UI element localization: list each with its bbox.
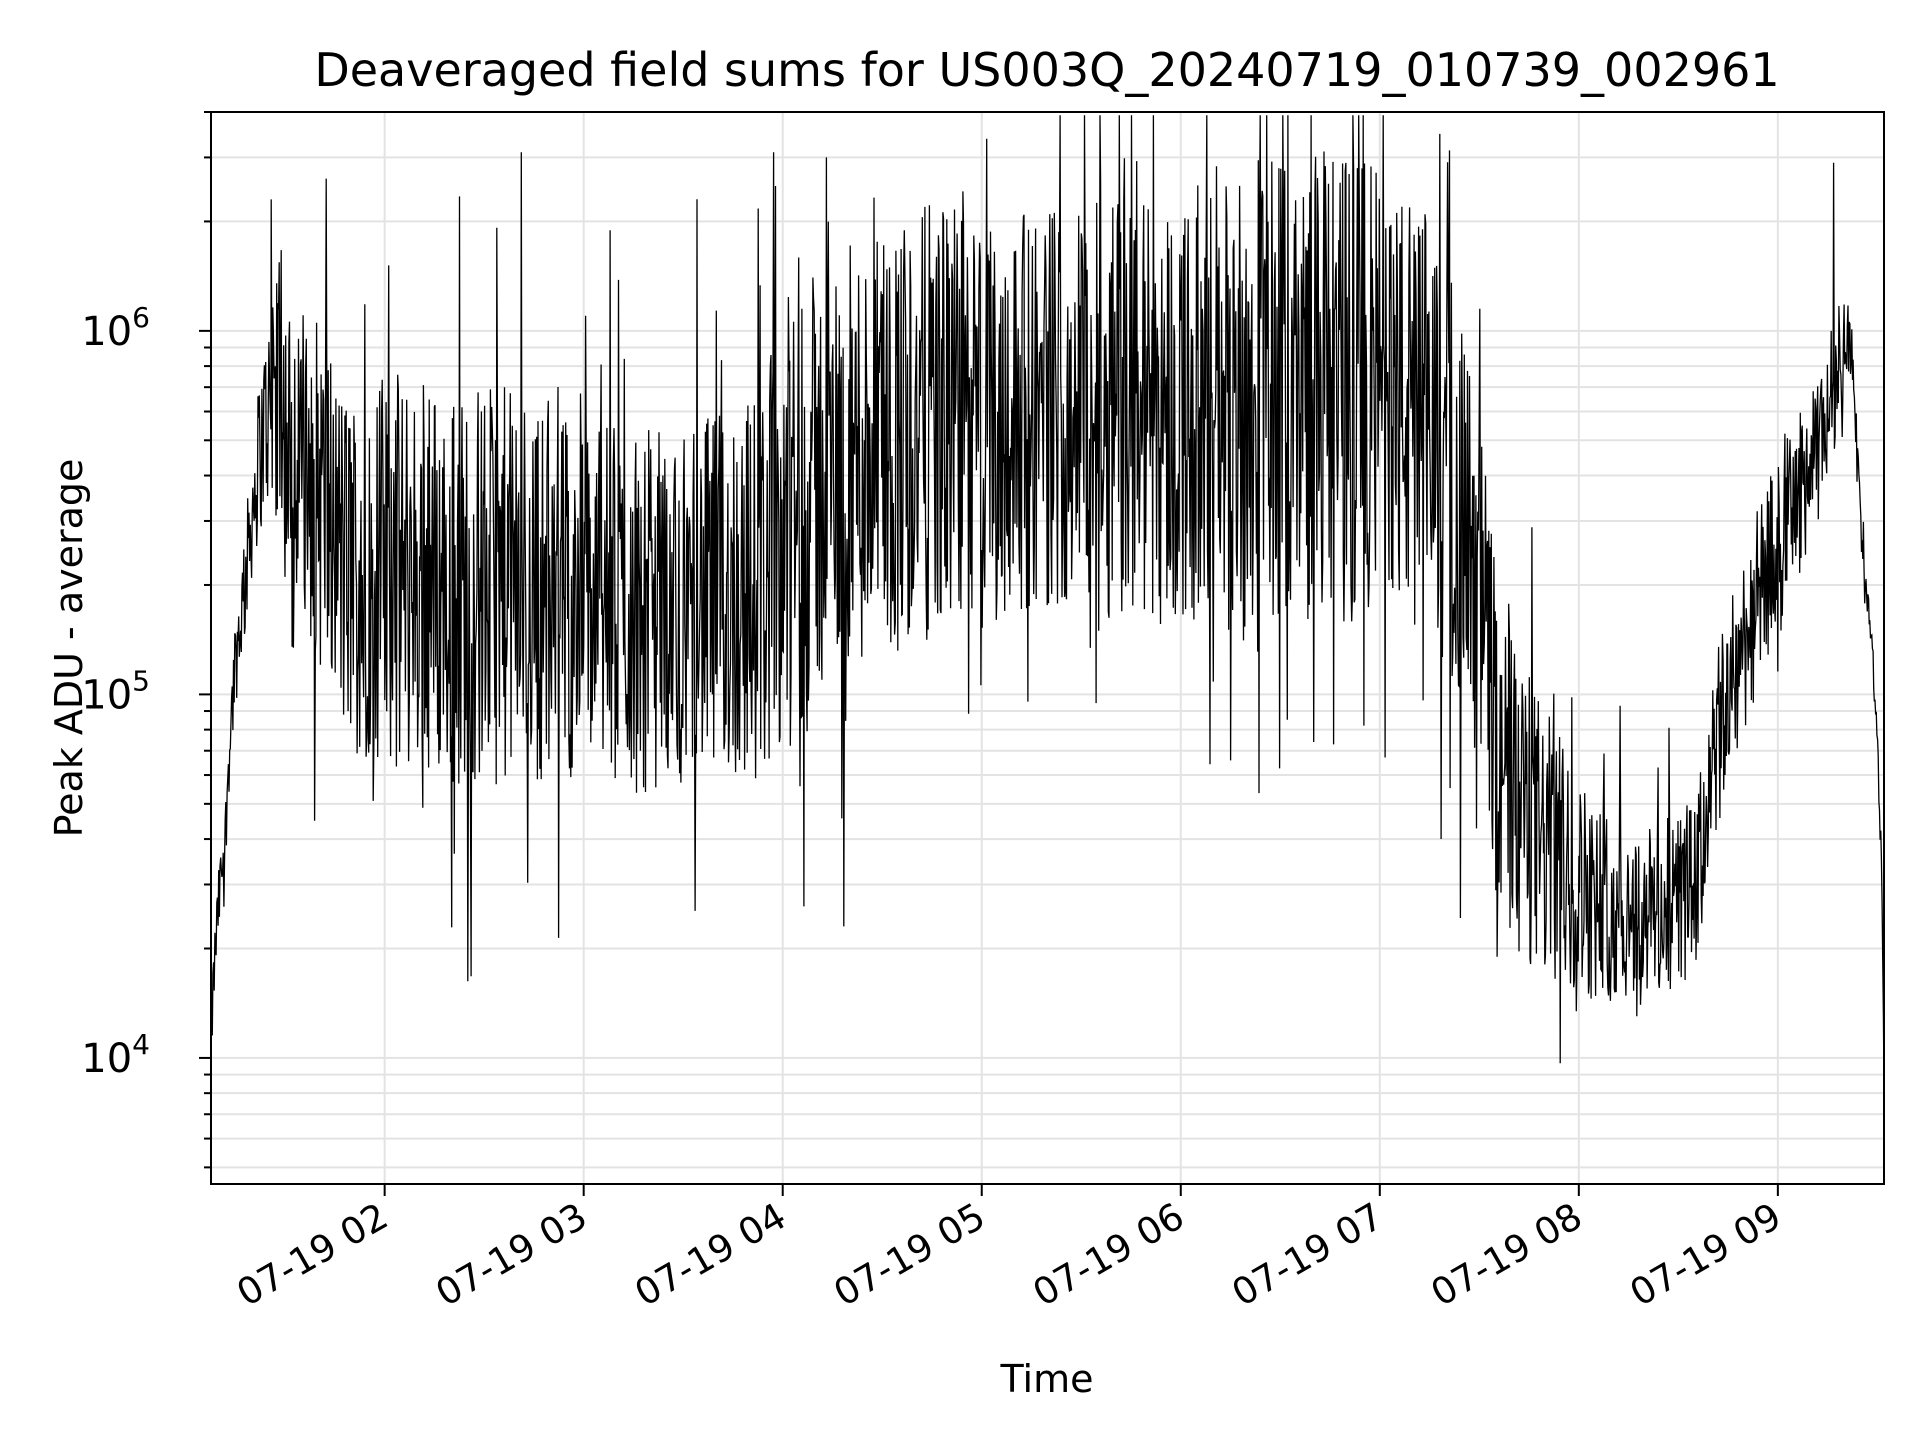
y-axis-label: Peak ADU - average <box>47 459 91 838</box>
y-axis-ticks: 104 105 106 <box>81 111 211 1169</box>
y-tick-label: 105 <box>81 664 150 718</box>
y-tick-label: 104 <box>81 1028 150 1082</box>
plot-frame <box>210 111 1885 1185</box>
x-axis-label: Time <box>1000 1357 1094 1401</box>
series-line-group <box>210 115 1885 1091</box>
chart-title: Deaveraged field sums for US003Q_2024071… <box>314 43 1779 97</box>
series-line <box>210 115 1885 1091</box>
y-tick-label: 106 <box>81 301 150 355</box>
